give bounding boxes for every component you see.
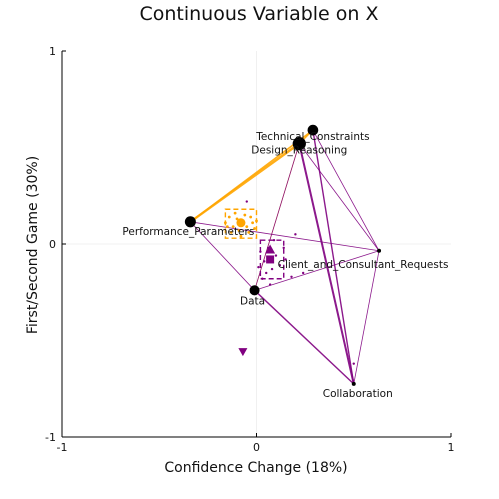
point-group-b [270, 267, 274, 271]
grid-lines [62, 51, 451, 437]
node-collaboration [351, 381, 356, 386]
point-group-a [247, 231, 251, 234]
x-axis-label: Confidence Change (18%) [164, 460, 347, 476]
edge-b [312, 130, 355, 385]
edge-a [189, 129, 314, 223]
x-tick-label: 1 [448, 441, 455, 454]
y-tick-label: 0 [49, 238, 56, 251]
edge-b [190, 221, 255, 291]
network-nodes [184, 124, 382, 386]
node-data [249, 285, 260, 296]
x-tick-label: 0 [253, 441, 260, 454]
edge-b [254, 289, 355, 385]
group-b-triangle-up [265, 244, 276, 254]
point-group-a [227, 215, 231, 219]
point-group-b [263, 260, 266, 263]
point-group-a [245, 225, 249, 229]
node-label-technical-constraints: Technical_Constraints [255, 131, 369, 143]
point-group-b [265, 271, 268, 275]
point-group-b [257, 265, 260, 269]
group-b-mean-marker [266, 255, 275, 264]
edge-b [190, 221, 380, 252]
y-tick-label: -1 [45, 431, 56, 444]
point-group-a [237, 229, 241, 232]
edge-b [298, 143, 355, 385]
point-group-b [245, 200, 248, 203]
node-labels: Technical_Constraints Design_Reasoning Per… [122, 131, 448, 400]
point-group-a [249, 215, 253, 219]
edge-b [254, 143, 300, 291]
edge-b [254, 250, 380, 291]
point-group-a [251, 221, 255, 225]
point-group-b [278, 264, 282, 267]
point-group-b [301, 271, 305, 275]
point-group-a [231, 225, 235, 229]
point-group-b [284, 258, 287, 261]
y-axis-label: First/Second Game (30%) [25, 156, 41, 334]
group-a-mean-ci-box [224, 208, 258, 239]
point-group-b [268, 283, 272, 286]
point-group-b [294, 233, 297, 236]
point-group-b [272, 238, 276, 242]
axis-ticks: -1 0 1 -1 0 1 [45, 45, 454, 454]
node-label-client-and-consultant-requests: Client_and_Consultant_Requests [278, 259, 449, 271]
node-client-and-consultant-requests [377, 248, 382, 253]
point-group-a [225, 225, 229, 229]
point-group-b [290, 275, 293, 279]
group-a-mean-marker [236, 218, 246, 228]
edge-b [298, 143, 380, 251]
chart-title: Continuous Variable on X [139, 3, 378, 25]
point-group-a [253, 227, 256, 230]
edge-b [312, 129, 380, 251]
point-group-a [233, 211, 237, 215]
point-group-a [229, 231, 233, 234]
edge-b [353, 250, 380, 384]
point-group-a [243, 213, 247, 217]
point-group-b [274, 254, 278, 257]
node-label-data: Data [240, 295, 265, 307]
group-means [224, 208, 285, 357]
node-label-performance-parameters: Performance_Parameters [122, 226, 254, 238]
node-performance-parameters [184, 216, 196, 228]
point-group-b [352, 362, 355, 365]
point-group-b [282, 246, 285, 250]
node-label-design-reasoning: Design_Reasoning [251, 145, 347, 157]
edges-group-b [190, 129, 380, 385]
node-label-collaboration: Collaboration [323, 388, 393, 400]
node-technical-constraints [307, 124, 319, 136]
point-group-a [239, 234, 243, 238]
group-b-mean-ci-box [259, 239, 285, 280]
y-tick-label: 1 [49, 45, 56, 58]
group-b-triangle-down [238, 348, 248, 357]
node-design-reasoning [292, 136, 306, 151]
x-tick-label: -1 [57, 441, 68, 454]
